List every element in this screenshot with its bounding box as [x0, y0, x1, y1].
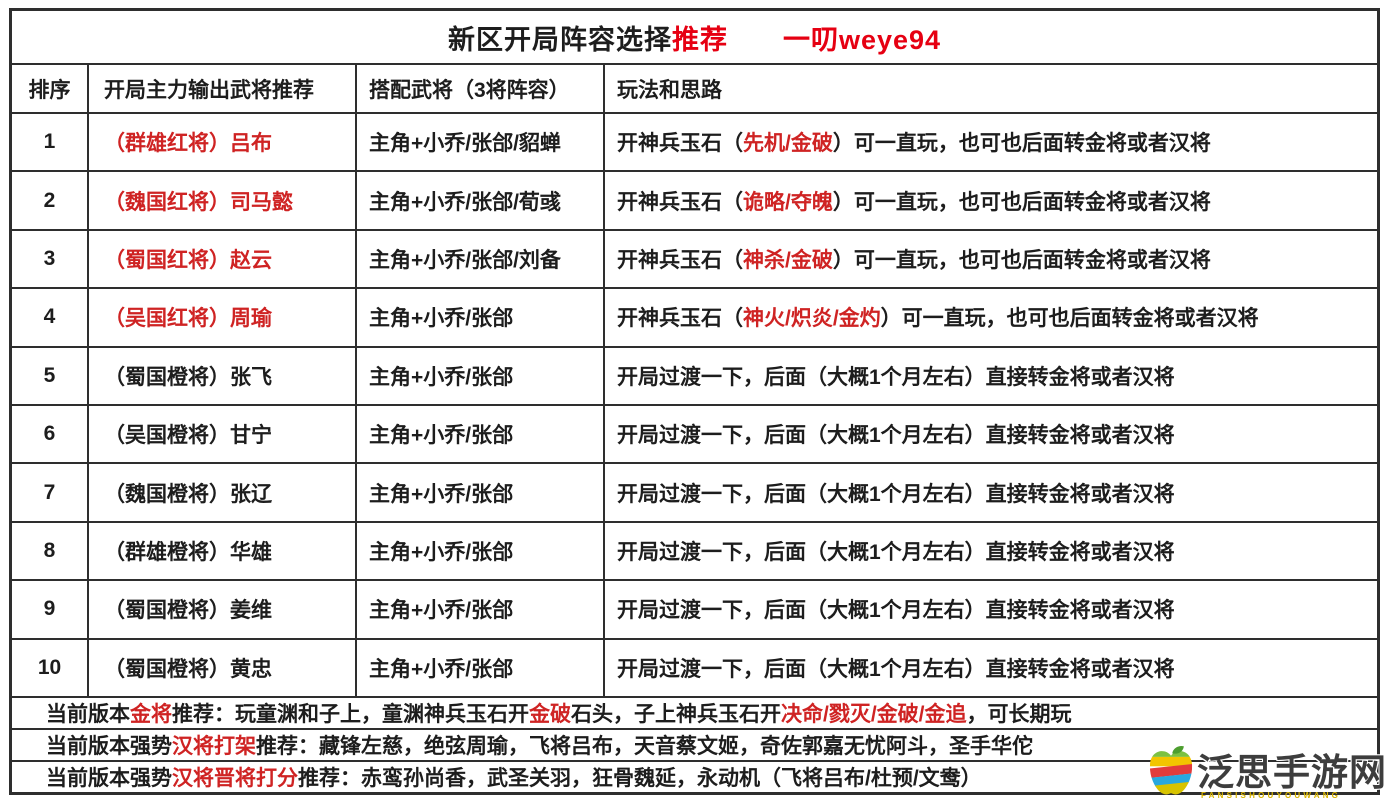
strategy-cell: 开局过渡一下，后面（大概1个月左右）直接转金将或者汉将 — [603, 581, 1377, 638]
rank-cell: 6 — [43, 422, 56, 446]
header-strategy: 玩法和思路 — [603, 65, 1377, 112]
strategy-cell: 开神兵玉石（ 神杀/金破 ）可一直玩，也可也后面转金将或者汉将 — [603, 230, 1377, 288]
combo-cell: 主角+小乔/张郃/貂蝉 — [355, 114, 603, 171]
header-rank: 排序 — [28, 78, 71, 102]
strategy-cell: 开局过渡一下，后面（大概1个月左右）直接转金将或者汉将 — [603, 347, 1377, 405]
rank-cell: 8 — [43, 539, 56, 563]
table-row: 5 （蜀国橙将）张飞 主角+小乔/张郃 开局过渡一下，后面（大概1个月左右）直接… — [12, 345, 1377, 405]
watermark-latin: FANSISHOUYOUWANG — [1201, 791, 1342, 800]
footer-note-text: 当前版本强势汉将晋将打分推荐：赤鸾孙尚香，武圣关羽，狂骨魏延，永动机（飞将吕布/… — [46, 767, 982, 790]
strategy-cell: 开神兵玉石（ 先机/金破 ）可一直玩，也可也后面转金将或者汉将 — [603, 114, 1377, 171]
hero-cell: （蜀国橙将）姜维 — [87, 581, 355, 638]
rank-cell: 5 — [43, 363, 56, 387]
hero-cell: （蜀国橙将）张飞 — [87, 347, 355, 405]
footer-rows: 当前版本金将推荐：玩童渊和子上，童渊神兵玉石开金破石头，子上神兵玉石开决命/戮灭… — [12, 696, 1377, 792]
rank-cell: 10 — [37, 655, 62, 679]
rank-cell: 2 — [43, 188, 56, 212]
combo-cell: 主角+小乔/张郃 — [355, 347, 603, 405]
title-main: 新区开局阵容选择 — [447, 24, 672, 55]
rank-cell: 7 — [43, 480, 56, 504]
strategy-cell: 开局过渡一下，后面（大概1个月左右）直接转金将或者汉将 — [603, 522, 1377, 580]
table-header: 排序 开局主力输出武将推荐 搭配武将（3将阵容） 玩法和思路 — [12, 63, 1377, 112]
combo-cell: 主角+小乔/张郃/荀彧 — [355, 172, 603, 229]
table-body: 1 （群雄红将）吕布 主角+小乔/张郃/貂蝉 开神兵玉石（ 先机/金破 ）可一直玩，… — [12, 112, 1377, 697]
combo-cell: 主角+小乔/张郃/刘备 — [355, 230, 603, 288]
rank-cell: 9 — [43, 597, 56, 621]
lineup-table: 新区开局阵容选择 推荐 一叨weye94 排序 开局主力输出武将推荐 搭配武将（3将… — [9, 8, 1380, 795]
hero-cell: （魏国橙将）张辽 — [87, 464, 355, 521]
title-highlight: 推荐 — [671, 24, 728, 55]
footer-note-text: 当前版本金将推荐：玩童渊和子上，童渊神兵玉石开金破石头，子上神兵玉石开决命/戮灭… — [46, 703, 1072, 726]
table-row: 6 （吴国橙将）甘宁 主角+小乔/张郃 开局过渡一下，后面（大概1个月左右）直接… — [12, 404, 1377, 463]
hero-cell: （群雄红将）吕布 — [87, 114, 355, 171]
table-row: 4 （吴国红将）周瑜 主角+小乔/张郃 开神兵玉石（ 神火/炽炎/金灼 ）可一直玩，… — [12, 287, 1377, 346]
table-row: 7 （魏国橙将）张辽 主角+小乔/张郃 开局过渡一下，后面（大概1个月左右）直接… — [12, 462, 1377, 521]
combo-cell: 主角+小乔/张郃 — [355, 289, 603, 346]
watermark-site-name: 泛思手游网 — [1197, 752, 1387, 793]
footer-note-row: 当前版本强势汉将打架推荐：藏锋左慈，绝弦周瑜，飞将吕布，天音蔡文姬，奇佐郭嘉无忧… — [12, 728, 1377, 760]
combo-cell: 主角+小乔/张郃 — [355, 581, 603, 638]
combo-cell: 主角+小乔/张郃 — [355, 522, 603, 580]
combo-cell: 主角+小乔/张郃 — [355, 639, 603, 697]
footer-note-text: 当前版本强势汉将打架推荐：藏锋左慈，绝弦周瑜，飞将吕布，天音蔡文姬，奇佐郭嘉无忧… — [46, 735, 1033, 758]
combo-cell: 主角+小乔/张郃 — [355, 406, 603, 463]
hero-cell: （蜀国红将）赵云 — [87, 230, 355, 288]
table-row: 2 （魏国红将）司马懿 主角+小乔/张郃/荀彧 开神兵玉石（ 诡略/夺魄 ）可一直玩… — [12, 170, 1377, 229]
header-combo: 搭配武将（3将阵容） — [355, 65, 603, 112]
strategy-cell: 开神兵玉石（ 神火/炽炎/金灼 ）可一直玩，也可也后面转金将或者汉将 — [603, 289, 1377, 346]
hero-cell: （蜀国橙将）黄忠 — [87, 639, 355, 697]
strategy-cell: 开局过渡一下，后面（大概1个月左右）直接转金将或者汉将 — [603, 639, 1377, 697]
footer-note-row: 当前版本金将推荐：玩童渊和子上，童渊神兵玉石开金破石头，子上神兵玉石开决命/戮灭… — [12, 696, 1377, 728]
strategy-cell: 开局过渡一下，后面（大概1个月左右）直接转金将或者汉将 — [603, 406, 1377, 463]
table-row: 1 （群雄红将）吕布 主角+小乔/张郃/貂蝉 开神兵玉石（ 先机/金破 ）可一直玩，… — [12, 112, 1377, 171]
footer-note-row: 当前版本强势汉将晋将打分推荐：赤鸾孙尚香，武圣关羽，狂骨魏延，永动机（飞将吕布/… — [12, 760, 1377, 792]
rank-cell: 1 — [43, 130, 56, 154]
page-title: 新区开局阵容选择 推荐 一叨weye94 — [12, 11, 1377, 63]
header-hero: 开局主力输出武将推荐 — [87, 65, 355, 112]
site-watermark: 泛思手游网 FANSISHOUYOUWANG — [1147, 744, 1387, 800]
table-row: 9 （蜀国橙将）姜维 主角+小乔/张郃 开局过渡一下，后面（大概1个月左右）直接… — [12, 579, 1377, 638]
rank-cell: 4 — [43, 305, 56, 329]
hero-cell: （魏国红将）司马懿 — [87, 172, 355, 229]
hero-cell: （吴国橙将）甘宁 — [87, 406, 355, 463]
table-row: 3 （蜀国红将）赵云 主角+小乔/张郃/刘备 开神兵玉石（ 神杀/金破 ）可一直玩，… — [12, 228, 1377, 288]
apple-logo-icon — [1149, 746, 1193, 795]
hero-cell: （吴国红将）周瑜 — [87, 289, 355, 346]
table-row: 10 （蜀国橙将）黄忠 主角+小乔/张郃 开局过渡一下，后面（大概1个月左右）直… — [12, 637, 1377, 697]
combo-cell: 主角+小乔/张郃 — [355, 464, 603, 521]
apple-leaf — [1172, 746, 1184, 754]
table-row: 8 （群雄橙将）华雄 主角+小乔/张郃 开局过渡一下，后面（大概1个月左右）直接… — [12, 520, 1377, 580]
rank-cell: 3 — [43, 247, 56, 271]
strategy-cell: 开神兵玉石（ 诡略/夺魄 ）可一直玩，也可也后面转金将或者汉将 — [603, 172, 1377, 229]
strategy-cell: 开局过渡一下，后面（大概1个月左右）直接转金将或者汉将 — [603, 464, 1377, 521]
title-author: 一叨weye94 — [782, 24, 942, 55]
hero-cell: （群雄橙将）华雄 — [87, 522, 355, 580]
